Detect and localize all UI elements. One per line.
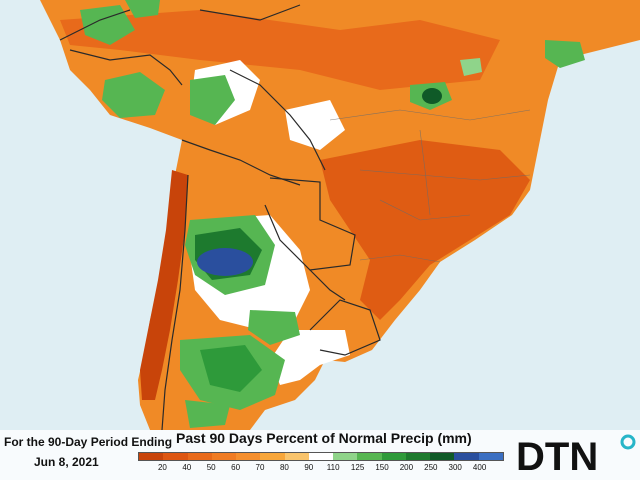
color-scale-segment [381,453,406,460]
color-scale-segment [454,453,479,460]
wet-spot-amazon [422,88,442,104]
state-line-4 [359,254,441,263]
color-scale-tick: 60 [231,463,241,472]
color-scale-tick: 40 [182,463,192,472]
wet-area-brazil-ne [545,40,585,68]
dtn-logo-dot [620,434,636,450]
country-borders [59,4,381,431]
color-scale-tick: 250 [424,463,438,472]
wet-area-south [185,400,230,428]
wet-area-pampas-core [200,345,262,392]
color-scale-tick: 400 [472,463,487,472]
dtn-logo: DTN [516,434,636,476]
wet-area-brazil-east [460,58,482,76]
dry-area-east [320,140,530,320]
state-line-5 [419,129,431,216]
wet-area-north-2 [190,75,235,125]
color-scale-segment [357,453,382,460]
map-title: Past 90 Days Percent of Normal Precip (m… [176,430,472,446]
very-wet-spot [197,248,253,276]
normal-area-coast [270,330,350,385]
period-date: Jun 8, 2021 [34,455,99,469]
normal-area-east-strip [285,100,345,150]
state-borders [329,109,531,263]
border-chile-argentina [161,174,189,431]
wet-area-north-3 [80,5,135,45]
border-venezuela [199,4,301,21]
color-scale-segment [308,453,334,460]
color-scale-tick: 90 [304,463,314,472]
color-scale-tick: 70 [255,463,265,472]
color-scale-segment [260,453,285,460]
dtn-logo-text: DTN [516,435,598,476]
color-scale-segment [284,453,309,460]
border-ecuador [59,9,131,41]
dry-area-north [60,10,500,90]
color-scale-bar [138,452,504,461]
wet-area-north-1 [102,72,165,118]
border-uruguay [309,299,381,356]
dry-area-west-coast [140,170,188,400]
color-scale-segment [478,453,503,460]
color-scale-segment [187,453,212,460]
color-scale-tick: 300 [448,463,462,472]
border-argentina-brazil [309,269,346,301]
color-scale-tick: 80 [279,463,289,472]
color-scale-segment [211,453,237,460]
border-paraguay [264,177,356,271]
color-scale-tick: 50 [206,463,216,472]
color-scale-segment [430,453,455,460]
color-scale-tick: 20 [157,463,167,472]
color-scale-segment [236,453,261,460]
state-line-1 [329,109,531,121]
color-scale-tick: 150 [375,463,389,472]
period-label: For the 90-Day Period Ending [4,435,173,449]
wet-area-amazon-w [125,0,160,18]
state-line-2 [359,169,531,181]
color-scale-segment [333,453,358,460]
border-bolivia-brazil [229,69,326,171]
border-colombia-peru [69,49,183,86]
color-scale-tick: 200 [399,463,414,472]
color-scale-tick: 110 [326,463,340,472]
color-scale-segment [405,453,431,460]
wet-area-central [248,310,300,345]
color-scale-segment [139,453,164,460]
color-scale-tick: 125 [350,463,365,472]
state-line-3 [379,199,471,221]
color-scale-segment [163,453,188,460]
